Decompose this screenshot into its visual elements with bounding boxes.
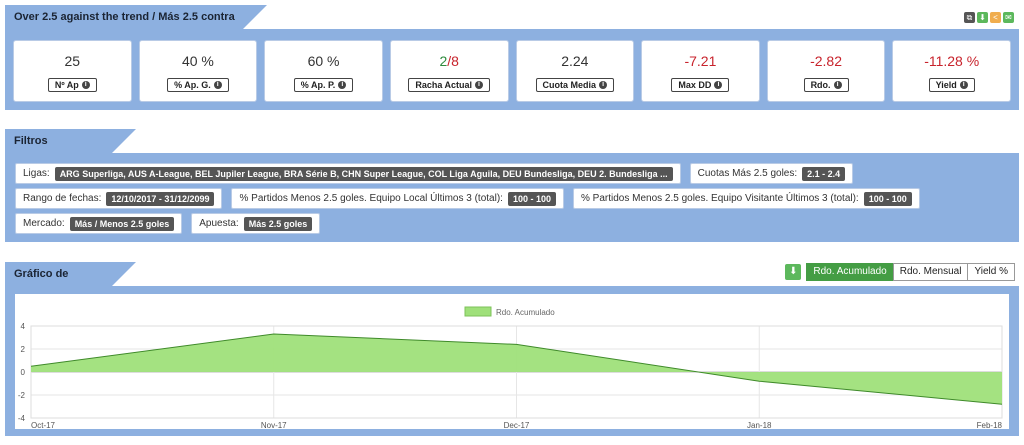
- stat-value: 40 %: [181, 53, 214, 69]
- info-icon[interactable]: i: [714, 81, 723, 89]
- section-rule: [5, 286, 1019, 288]
- y-tick-label: 2: [21, 345, 26, 354]
- stat-card-racha: 2/8 Racha Actual i: [389, 40, 509, 102]
- info-icon[interactable]: i: [213, 81, 222, 89]
- info-icon[interactable]: i: [475, 81, 484, 89]
- stat-card-num-ap: 25 Nº Ap i: [13, 40, 132, 102]
- download-icon[interactable]: ⬇: [785, 264, 802, 280]
- stat-label[interactable]: Nº Ap i: [47, 78, 97, 92]
- x-tick-label: Dec-17: [504, 421, 530, 429]
- info-icon[interactable]: i: [959, 81, 968, 89]
- legend-label: Rdo. Acumulado: [496, 308, 555, 317]
- info-icon[interactable]: i: [81, 81, 90, 89]
- legend-swatch: [464, 306, 492, 317]
- filter-mercado: Mercado: Más / Menos 2.5 goles: [15, 213, 183, 234]
- x-tick-label: Feb-18: [977, 421, 1003, 429]
- tab-rdo-acumulado[interactable]: Rdo. Acumulado: [806, 263, 894, 281]
- filter-value: 100 - 100: [863, 191, 912, 206]
- stat-value: 2.24: [561, 53, 589, 69]
- stat-label[interactable]: % Ap. P. i: [293, 78, 354, 92]
- streak-wins: 2: [439, 53, 448, 69]
- stat-card-ap-g: 40 % % Ap. G. i: [138, 40, 258, 102]
- stat-card-rdo: -2.82 Rdo. i: [766, 40, 886, 102]
- stat-label[interactable]: % Ap. G. i: [167, 78, 229, 92]
- stat-card-cuota: 2.24 Cuota Media i: [515, 40, 635, 102]
- series-line: [30, 333, 1003, 405]
- stat-label[interactable]: Max DD i: [671, 78, 730, 92]
- info-icon[interactable]: i: [833, 81, 842, 89]
- section-title-filters: Filtros Seleccionados: [5, 129, 136, 171]
- stats-panel: 25 Nº Ap i 40 % % Ap. G. i 60 % % Ap. P. i …: [5, 31, 1019, 110]
- x-tick-label: Oct-17: [31, 421, 56, 429]
- filter-value: ARG Superliga, AUS A-League, BEL Jupiler…: [54, 166, 673, 181]
- stat-label[interactable]: Rdo. i: [803, 78, 849, 92]
- chart-toolbar: ⬇ Rdo. Acumulado Rdo. Mensual Yield %: [785, 263, 1015, 281]
- info-icon[interactable]: i: [599, 81, 608, 89]
- stat-value: -2.82: [810, 53, 843, 69]
- x-tick-label: Jan-18: [747, 421, 772, 429]
- filter-local: % Partidos Menos 2.5 goles. Equipo Local…: [231, 188, 564, 209]
- stat-card-ap-p: 60 % % Ap. P. i: [264, 40, 383, 102]
- copy-icon[interactable]: ⧉: [964, 12, 975, 23]
- section-title-strategy: Over 2.5 against the trend / Más 2.5 con…: [5, 5, 267, 47]
- stat-value: -11.28 %: [924, 53, 980, 69]
- filter-value: Más / Menos 2.5 goles: [69, 216, 175, 231]
- y-tick-label: 0: [21, 368, 26, 377]
- stat-card-maxdd: -7.21 Max DD i: [641, 40, 760, 102]
- chart-area: 4 2 0 -2 -4 Oct-17 Nov-17 Dec-17 Jan-18 Feb-18 Rdo…: [15, 294, 1009, 430]
- section-rule: [5, 29, 1019, 31]
- stat-label[interactable]: Yield i: [928, 78, 975, 92]
- filter-ligas: Ligas: ARG Superliga, AUS A-League, BEL …: [15, 163, 681, 184]
- filter-value: Más 2.5 goles: [243, 216, 313, 231]
- filter-value: 100 - 100: [507, 191, 556, 206]
- section-rule: [5, 153, 1019, 155]
- stat-value: 60 %: [307, 53, 340, 69]
- filter-value: 2.1 - 2.4: [802, 166, 846, 181]
- download-icon[interactable]: ⬇: [977, 12, 988, 23]
- export-toolbar: ⧉ ⬇ < ✉: [964, 12, 1014, 23]
- stat-label[interactable]: Racha Actual i: [408, 78, 491, 92]
- x-tick-label: Nov-17: [261, 421, 287, 429]
- tab-yield[interactable]: Yield %: [967, 263, 1015, 281]
- stat-card-yield: -11.28 % Yield i: [892, 40, 1011, 102]
- series-area: [31, 334, 1002, 405]
- share-icon[interactable]: <: [990, 12, 1001, 23]
- email-icon[interactable]: ✉: [1003, 12, 1014, 23]
- chart-panel: 4 2 0 -2 -4 Oct-17 Nov-17 Dec-17 Jan-18 Feb-18 Rdo…: [5, 288, 1019, 436]
- filter-fechas: Rango de fechas: 12/10/2017 - 31/12/2099: [15, 188, 223, 209]
- y-tick-label: 4: [21, 322, 26, 331]
- section-title-chart: Gráfico de Resultados: [5, 262, 136, 304]
- filter-value: 12/10/2017 - 31/12/2099: [106, 191, 215, 206]
- filter-cuotas: Cuotas Más 2.5 goles: 2.1 - 2.4: [689, 163, 854, 184]
- stat-value: 25: [64, 53, 81, 69]
- filters-panel: Ligas: ARG Superliga, AUS A-League, BEL …: [5, 155, 1019, 242]
- filter-visitante: % Partidos Menos 2.5 goles. Equipo Visit…: [572, 188, 920, 209]
- tab-rdo-mensual[interactable]: Rdo. Mensual: [892, 263, 969, 281]
- streak-total: /8: [447, 53, 459, 69]
- info-icon[interactable]: i: [338, 81, 347, 89]
- stat-value: -7.21: [684, 53, 717, 69]
- y-tick-label: -2: [18, 391, 26, 400]
- results-chart: 4 2 0 -2 -4 Oct-17 Nov-17 Dec-17 Jan-18 Feb-18 Rdo…: [18, 306, 1003, 430]
- y-tick-label: -4: [18, 414, 26, 423]
- filter-apuesta: Apuesta: Más 2.5 goles: [191, 213, 321, 234]
- stat-value: 2/8: [439, 53, 458, 73]
- stat-label[interactable]: Cuota Media i: [535, 78, 615, 92]
